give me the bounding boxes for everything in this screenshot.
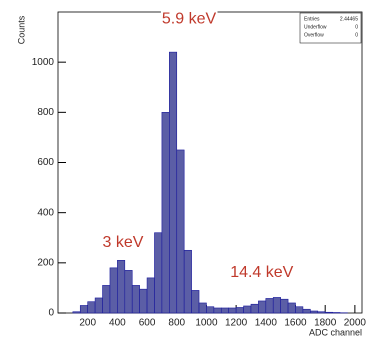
- y-tick-label: 600: [37, 157, 54, 168]
- histogram-bar: [124, 270, 133, 314]
- x-tick-label: 1400: [255, 318, 278, 329]
- x-tick-label: 800: [168, 318, 185, 329]
- histogram-bar: [213, 307, 222, 314]
- histogram-bar: [79, 305, 88, 314]
- histogram-bar: [287, 302, 296, 314]
- y-tick-label: 0: [48, 308, 54, 319]
- y-tick-label: 800: [37, 107, 54, 118]
- annotation-background: [229, 264, 295, 282]
- x-tick-label: 400: [109, 318, 126, 329]
- histogram-bar: [161, 112, 170, 314]
- histogram-bar: [280, 298, 289, 314]
- histogram-bar: [117, 260, 126, 314]
- x-axis-label: ADC channel: [309, 327, 362, 337]
- histogram-bar: [265, 298, 274, 314]
- stats-value: 0: [355, 24, 358, 30]
- x-tick-label: 1200: [225, 318, 248, 329]
- stats-label: Underflow: [304, 24, 327, 30]
- histogram-bar: [324, 311, 333, 314]
- histogram-bar: [243, 305, 252, 314]
- histogram-bar: [317, 311, 326, 314]
- histogram-bar: [183, 249, 192, 314]
- histogram-bar: [176, 149, 185, 314]
- histogram-bar: [295, 306, 304, 314]
- histogram-bar: [154, 232, 163, 314]
- stats-value: 2.44465: [340, 16, 358, 22]
- x-tick-label: 200: [79, 318, 96, 329]
- annotation: 14.4 keV: [230, 264, 293, 281]
- stats-value: 0: [355, 32, 358, 38]
- x-tick-label: 1800: [314, 318, 337, 329]
- histogram-bar: [250, 303, 259, 314]
- histogram-bar: [258, 300, 267, 314]
- histogram-bar: [94, 297, 103, 314]
- histogram-bar: [206, 306, 215, 314]
- y-tick-label: 200: [37, 257, 54, 268]
- histogram-bar: [191, 290, 200, 314]
- histogram-bar: [198, 302, 207, 314]
- histogram-bar: [146, 277, 155, 314]
- stats-label: Entries: [304, 16, 320, 22]
- histogram-bar: [102, 285, 111, 314]
- histogram-bar: [169, 51, 178, 314]
- x-tick-label: 600: [139, 318, 156, 329]
- x-tick-label: 1000: [195, 318, 218, 329]
- x-tick-label: 2000: [344, 318, 366, 329]
- histogram-bar: [302, 308, 311, 314]
- histogram-bar: [228, 307, 237, 314]
- histogram-bar: [310, 310, 319, 314]
- histogram-bar: [139, 288, 148, 314]
- annotation: 5.9 keV: [162, 11, 217, 28]
- histogram-bar: [72, 311, 81, 314]
- x-tick-label: 1600: [284, 318, 307, 329]
- stats-label: Overflow: [304, 32, 324, 38]
- histogram-bar: [131, 285, 140, 314]
- stats-box: [299, 12, 362, 44]
- annotation-background: [101, 233, 145, 252]
- histogram-bar: [109, 267, 118, 314]
- histogram-bar: [332, 312, 341, 314]
- histogram-bar: [220, 307, 230, 314]
- histogram-bar: [272, 297, 281, 314]
- histogram-bar: [235, 307, 244, 314]
- y-tick-label: 1000: [32, 57, 55, 68]
- y-axis-label: Counts: [16, 15, 26, 44]
- y-tick-label: 400: [37, 207, 54, 218]
- annotation: 3 keV: [103, 234, 144, 251]
- histogram-bar: [87, 301, 96, 314]
- annotation-background: [160, 10, 218, 28]
